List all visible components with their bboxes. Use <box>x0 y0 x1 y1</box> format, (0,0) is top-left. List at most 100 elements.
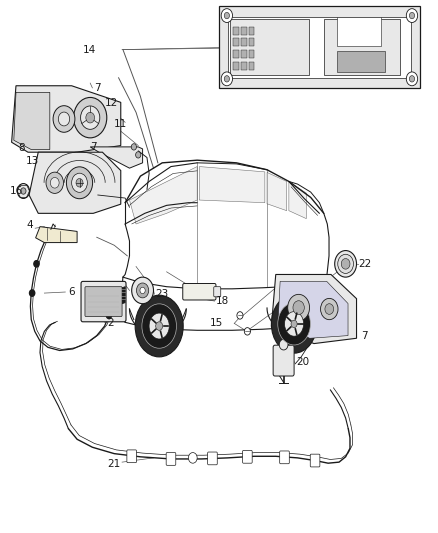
FancyBboxPatch shape <box>233 27 239 35</box>
FancyBboxPatch shape <box>241 62 247 70</box>
FancyBboxPatch shape <box>249 38 254 46</box>
Circle shape <box>137 283 149 298</box>
FancyBboxPatch shape <box>337 51 385 72</box>
Circle shape <box>224 76 230 82</box>
Circle shape <box>50 177 59 188</box>
Text: 8: 8 <box>18 143 25 153</box>
Polygon shape <box>130 166 197 224</box>
Circle shape <box>410 12 415 19</box>
Text: 7: 7 <box>361 330 367 341</box>
FancyBboxPatch shape <box>233 62 239 70</box>
Text: 4: 4 <box>27 220 33 230</box>
FancyBboxPatch shape <box>249 27 254 35</box>
Circle shape <box>140 287 145 294</box>
Text: 18: 18 <box>216 296 229 306</box>
Text: 13: 13 <box>26 156 39 166</box>
Ellipse shape <box>135 295 183 357</box>
Circle shape <box>237 312 243 319</box>
Polygon shape <box>35 227 77 243</box>
Text: 7: 7 <box>95 83 101 93</box>
Circle shape <box>410 76 415 82</box>
Ellipse shape <box>285 312 304 336</box>
Text: 20: 20 <box>296 357 309 367</box>
Circle shape <box>136 152 141 158</box>
FancyBboxPatch shape <box>230 19 308 75</box>
Circle shape <box>406 9 418 22</box>
Circle shape <box>74 98 107 138</box>
FancyBboxPatch shape <box>243 450 252 463</box>
FancyBboxPatch shape <box>233 38 239 46</box>
Circle shape <box>21 188 26 194</box>
Circle shape <box>321 298 338 320</box>
Polygon shape <box>289 181 306 219</box>
Text: 21: 21 <box>107 459 120 469</box>
Ellipse shape <box>142 304 177 348</box>
Polygon shape <box>267 172 287 211</box>
Circle shape <box>406 72 418 86</box>
Circle shape <box>53 106 75 132</box>
Circle shape <box>58 112 70 126</box>
FancyBboxPatch shape <box>249 62 254 70</box>
FancyBboxPatch shape <box>214 287 221 297</box>
Circle shape <box>67 167 92 199</box>
Circle shape <box>244 328 251 335</box>
Circle shape <box>188 453 197 463</box>
Ellipse shape <box>278 303 311 345</box>
Text: 16: 16 <box>10 186 23 196</box>
FancyBboxPatch shape <box>127 450 137 463</box>
Circle shape <box>325 304 334 314</box>
Text: 7: 7 <box>90 142 97 152</box>
Ellipse shape <box>149 313 169 339</box>
Circle shape <box>341 259 350 269</box>
Circle shape <box>335 251 357 277</box>
Circle shape <box>132 277 153 304</box>
Polygon shape <box>228 17 411 78</box>
Circle shape <box>224 12 230 19</box>
FancyBboxPatch shape <box>208 452 217 465</box>
Circle shape <box>29 290 35 296</box>
Polygon shape <box>14 92 50 150</box>
Polygon shape <box>272 274 357 344</box>
Text: 15: 15 <box>210 318 223 328</box>
FancyBboxPatch shape <box>233 50 239 58</box>
Circle shape <box>288 294 310 321</box>
Text: 22: 22 <box>359 259 372 269</box>
Circle shape <box>221 9 233 22</box>
Circle shape <box>106 312 112 319</box>
Polygon shape <box>90 147 143 168</box>
Text: 14: 14 <box>83 45 96 54</box>
Text: 12: 12 <box>105 98 118 108</box>
FancyBboxPatch shape <box>324 19 400 75</box>
Circle shape <box>131 144 137 150</box>
Circle shape <box>221 72 233 86</box>
FancyBboxPatch shape <box>249 50 254 58</box>
Ellipse shape <box>272 295 317 353</box>
FancyBboxPatch shape <box>337 17 381 46</box>
Text: 2: 2 <box>107 318 113 328</box>
Circle shape <box>155 322 162 330</box>
Circle shape <box>34 261 39 267</box>
FancyBboxPatch shape <box>273 345 294 376</box>
FancyBboxPatch shape <box>81 281 126 322</box>
FancyBboxPatch shape <box>166 453 176 465</box>
Polygon shape <box>29 152 121 213</box>
Circle shape <box>291 320 297 328</box>
FancyBboxPatch shape <box>241 50 247 58</box>
Polygon shape <box>121 287 125 304</box>
Polygon shape <box>199 166 265 203</box>
Circle shape <box>81 106 100 130</box>
FancyBboxPatch shape <box>241 27 247 35</box>
Text: 23: 23 <box>155 289 169 299</box>
FancyBboxPatch shape <box>183 284 216 300</box>
Text: 11: 11 <box>113 119 127 129</box>
FancyBboxPatch shape <box>219 6 420 88</box>
FancyBboxPatch shape <box>310 454 320 467</box>
FancyBboxPatch shape <box>241 38 247 46</box>
Circle shape <box>76 179 83 187</box>
Text: 6: 6 <box>68 287 75 297</box>
Circle shape <box>338 254 353 273</box>
Circle shape <box>86 112 95 123</box>
Circle shape <box>293 301 304 314</box>
Circle shape <box>72 173 87 192</box>
FancyBboxPatch shape <box>85 287 122 317</box>
